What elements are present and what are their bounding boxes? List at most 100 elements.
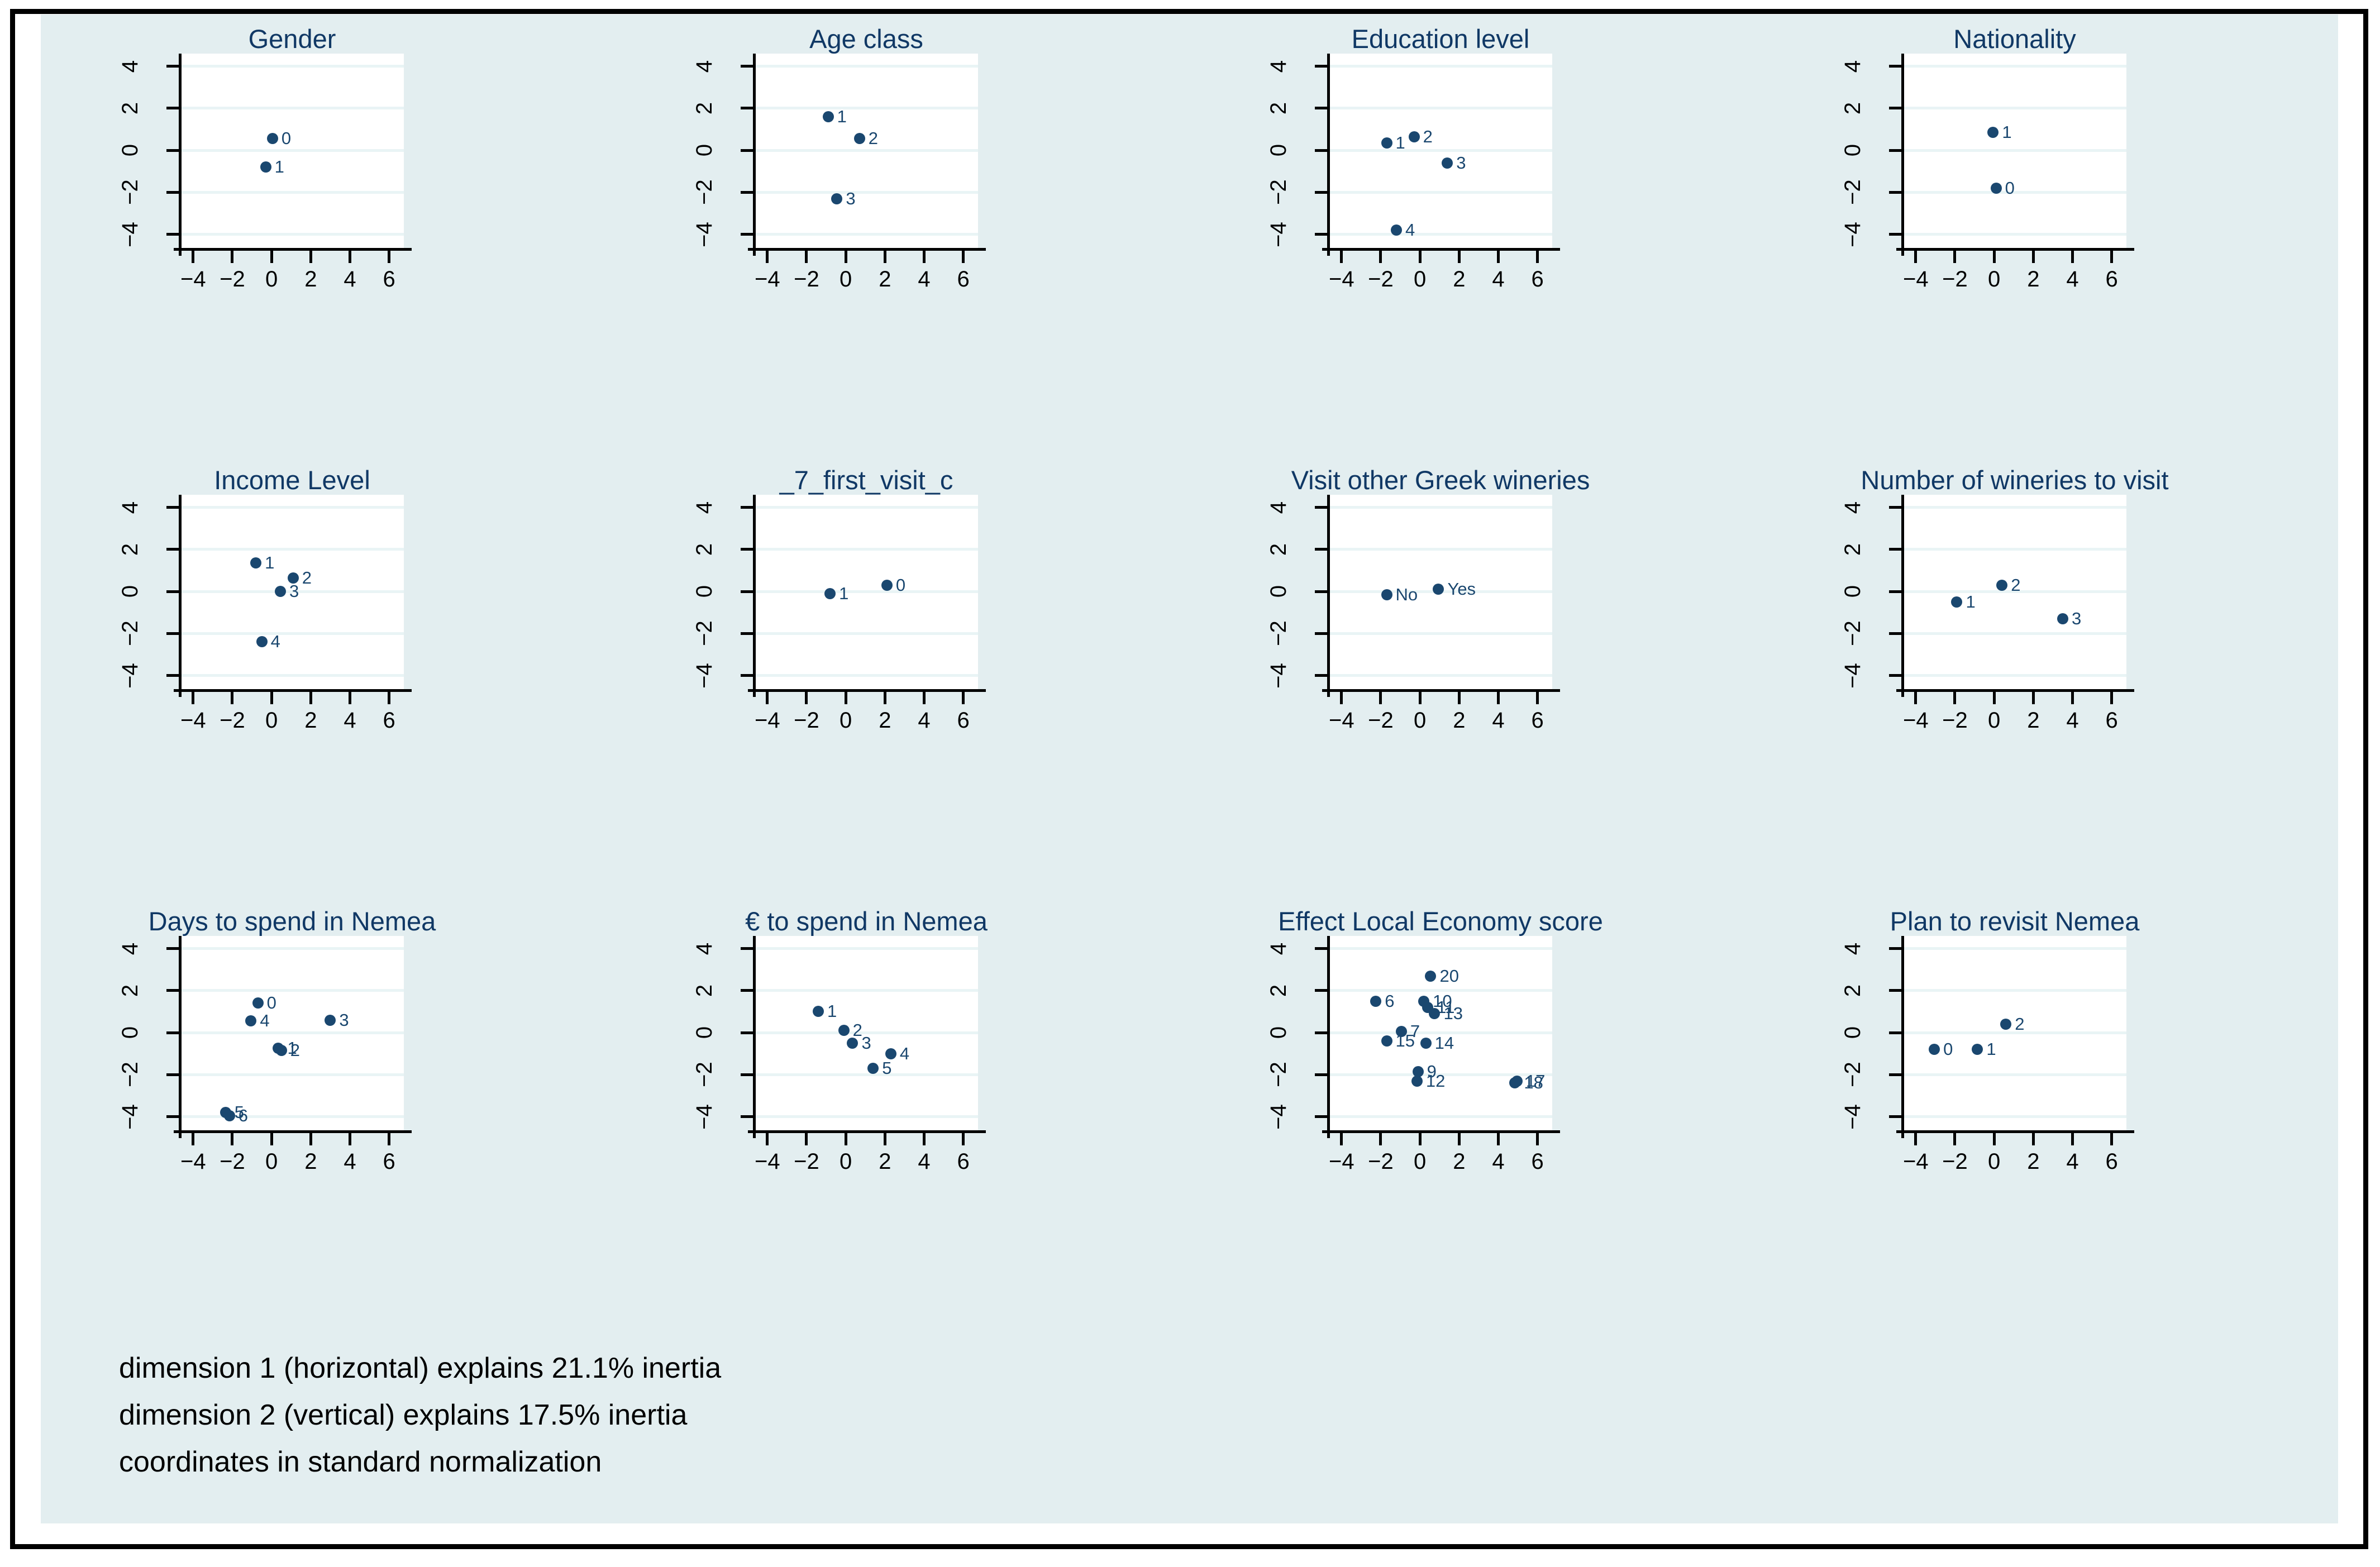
x-tick-label: 2 — [2027, 267, 2040, 292]
graph-panel: Gender −4 −2 0 2 4 6 −4 −2 0 2 4 0 1 Age class −4 −2 0 2 4 6… — [41, 15, 2338, 1523]
x-tick-label: 0 — [1414, 708, 1427, 733]
y-tick — [1889, 107, 1901, 110]
x-tick-label: 2 — [304, 267, 317, 292]
gridline — [1903, 1073, 2126, 1076]
y-tick — [1889, 65, 1901, 68]
y-tick — [1889, 632, 1901, 635]
x-tick-label: −2 — [1368, 267, 1394, 292]
x-tick — [1914, 251, 1918, 263]
x-tick — [1953, 692, 1957, 704]
y-tick — [166, 1031, 179, 1034]
x-tick — [883, 1133, 886, 1145]
x-tick-label: 0 — [265, 708, 278, 733]
x-tick-label: 4 — [344, 1149, 356, 1174]
x-tick-label: −4 — [1328, 267, 1354, 292]
x-tick — [192, 692, 195, 704]
y-tick-label: 4 — [1840, 501, 1865, 514]
x-tick — [923, 692, 926, 704]
x-tick-label: 6 — [1531, 267, 1544, 292]
y-tick — [166, 149, 179, 152]
gridline — [1329, 1073, 1552, 1076]
subplot-title: € to spend in Nemea — [745, 906, 988, 936]
data-point-label: 12 — [1425, 1071, 1446, 1091]
x-tick-label: 6 — [957, 267, 970, 292]
data-point-label: 5 — [882, 1058, 892, 1078]
data-point — [260, 161, 271, 173]
data-point — [1429, 1008, 1441, 1020]
data-point-label: 2 — [2015, 1014, 2025, 1034]
x-tick — [923, 1133, 926, 1145]
x-tick-label: 0 — [1988, 708, 2001, 733]
x-tick-label: −2 — [1942, 708, 1968, 733]
y-tick — [741, 989, 753, 992]
x-tick-label: −2 — [1942, 1149, 1968, 1174]
x-tick-label: −2 — [1942, 267, 1968, 292]
x-tick — [1536, 1133, 1539, 1145]
x-tick-label: 0 — [1414, 1149, 1427, 1174]
x-tick-label: 6 — [1531, 708, 1544, 733]
data-point — [256, 636, 268, 648]
data-point-label: 3 — [289, 581, 299, 601]
x-tick-label: 6 — [383, 267, 395, 292]
y-tick — [1315, 548, 1327, 551]
y-tick-label: 4 — [117, 501, 142, 514]
y-axis-line — [1327, 54, 1330, 256]
data-point — [867, 1063, 879, 1074]
x-tick-label: 6 — [383, 708, 395, 733]
gridline — [180, 674, 404, 677]
x-tick-label: 2 — [879, 267, 891, 292]
x-axis-line — [748, 1130, 986, 1133]
gridline — [1903, 1031, 2126, 1034]
data-point — [1381, 1035, 1392, 1047]
y-tick — [741, 506, 753, 509]
x-tick-label: 2 — [1453, 708, 1466, 733]
data-point — [274, 586, 286, 598]
x-tick-label: 6 — [957, 1149, 970, 1174]
y-tick — [1315, 149, 1327, 152]
gridline — [180, 1031, 404, 1034]
gridline — [1903, 107, 2126, 110]
gridline — [180, 1073, 404, 1076]
x-tick-label: 0 — [840, 708, 852, 733]
data-point-label: 1 — [827, 1001, 837, 1021]
data-point-label: 9 — [1427, 1061, 1437, 1081]
y-tick-label: 4 — [691, 501, 717, 514]
x-tick-label: 0 — [840, 1149, 852, 1174]
x-tick — [2031, 1133, 2035, 1145]
gridline — [1903, 674, 2126, 677]
gridline — [755, 989, 978, 992]
y-tick — [1315, 1031, 1327, 1034]
x-tick-label: 6 — [1531, 1149, 1544, 1174]
data-point — [881, 579, 893, 591]
x-tick — [1992, 692, 1996, 704]
data-point-label: 1 — [265, 553, 275, 573]
subplot-title: Gender — [248, 24, 336, 54]
x-tick-label: −4 — [1328, 1149, 1354, 1174]
x-tick — [1379, 692, 1382, 704]
gridline — [755, 947, 978, 950]
subplot: Effect Local Economy score −4 −2 0 2 4 6 −4 −2 0 2… — [1189, 897, 1763, 1338]
gridline — [755, 1073, 978, 1076]
gridline — [1329, 149, 1552, 152]
gridline — [755, 1031, 978, 1034]
x-tick — [1418, 692, 1422, 704]
gridline — [180, 190, 404, 194]
x-tick — [270, 1133, 273, 1145]
x-tick — [388, 1133, 391, 1145]
y-tick-label: 4 — [1266, 60, 1291, 73]
x-tick-label: −4 — [754, 708, 780, 733]
gridline — [1329, 65, 1552, 68]
y-axis-line — [1901, 495, 1904, 697]
subplot-title: Visit other Greek wineries — [1291, 465, 1590, 495]
y-axis-line — [1327, 936, 1330, 1138]
data-point-label: 10 — [1433, 991, 1452, 1011]
gridline — [180, 1115, 404, 1119]
gridline — [755, 107, 978, 110]
x-tick — [1340, 692, 1343, 704]
data-point — [822, 111, 834, 122]
gridline — [1903, 632, 2126, 635]
x-tick-label: 2 — [1453, 1149, 1466, 1174]
y-tick — [1315, 632, 1327, 635]
y-tick — [1315, 674, 1327, 677]
